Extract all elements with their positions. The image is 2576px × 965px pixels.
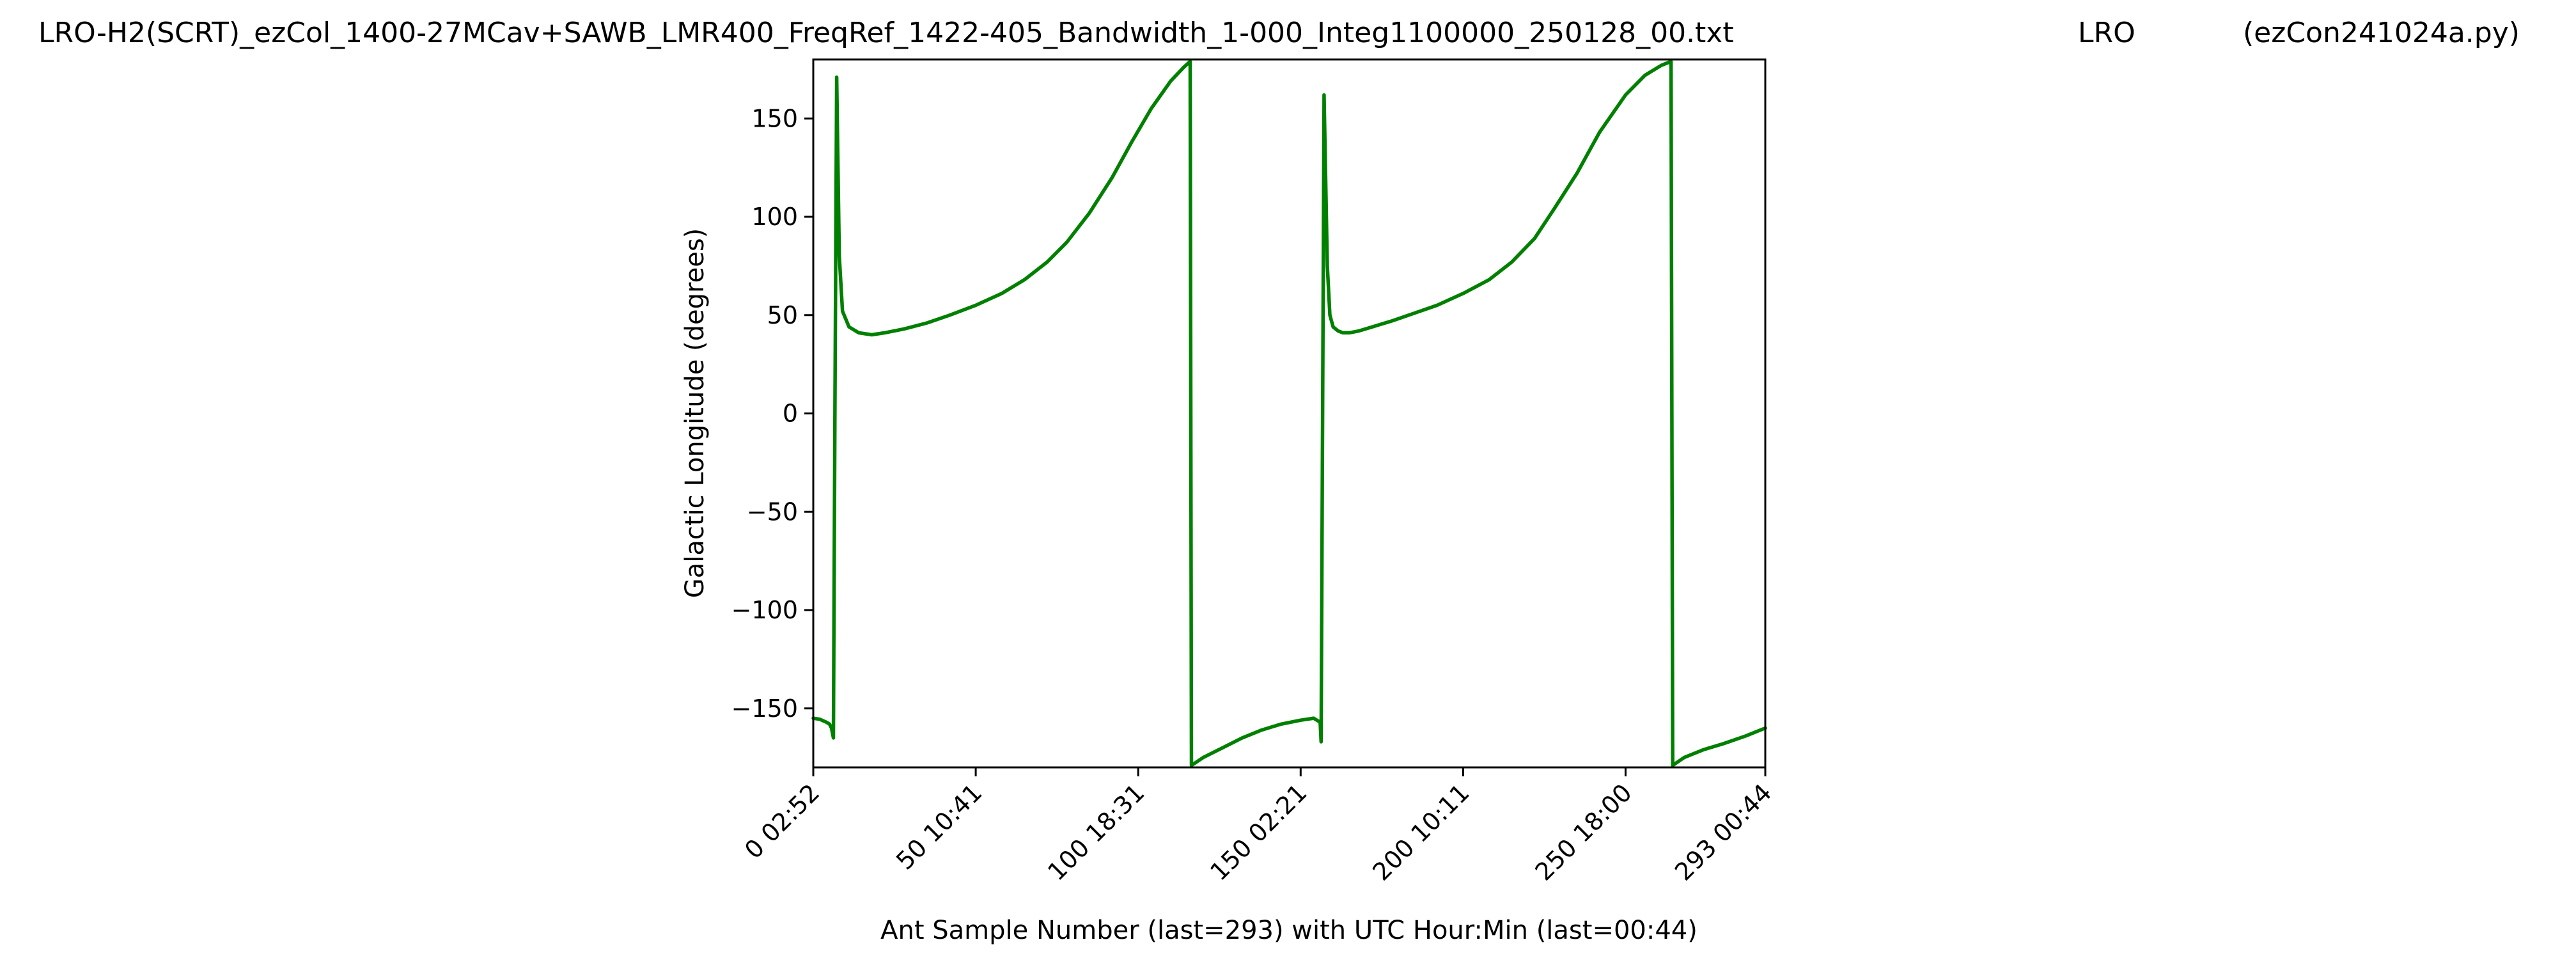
series-layer xyxy=(811,59,1767,767)
axes-frame xyxy=(812,58,1767,769)
y-tick-label: −150 xyxy=(731,694,798,723)
chart-title-script: (ezCon241024a.py) xyxy=(2243,17,2520,49)
x-tick-label: 150 02:21 xyxy=(1205,778,1312,886)
chart-title: LRO-H2(SCRT)_ezCol_1400-27MCav+SAWB_LMR4… xyxy=(38,17,1734,49)
x-tick-label: 200 10:11 xyxy=(1367,778,1474,886)
x-tick-label: 0 02:52 xyxy=(739,778,825,864)
x-tick-label: 50 10:41 xyxy=(891,778,987,875)
y-tick-label: −50 xyxy=(747,498,798,526)
y-tick-label: −100 xyxy=(731,596,798,624)
x-axis: 0 02:52 50 10:41 100 18:31 150 02:21 200 10:… xyxy=(739,767,1777,886)
y-tick-label: 100 xyxy=(751,203,798,231)
x-tick-label: 100 18:31 xyxy=(1042,778,1150,886)
series-line-1 xyxy=(811,59,1767,767)
x-tick-label: 250 18:00 xyxy=(1529,778,1637,886)
plot-area: 0 02:52 50 10:41 100 18:31 150 02:21 200 10:… xyxy=(731,58,1777,886)
y-tick-label: 150 xyxy=(751,104,798,132)
chart-title-site: LRO xyxy=(2078,17,2135,49)
x-tick-label: 293 00:44 xyxy=(1669,778,1777,886)
y-axis: 150 100 50 0 −50 −100 −150 xyxy=(731,104,813,723)
y-axis-label: Galactic Longitude (degrees) xyxy=(680,228,710,599)
y-tick-label: 50 xyxy=(767,301,798,329)
y-tick-label: 0 xyxy=(783,400,798,428)
x-axis-label: Ant Sample Number (last=293) with UTC Ho… xyxy=(880,916,1698,945)
